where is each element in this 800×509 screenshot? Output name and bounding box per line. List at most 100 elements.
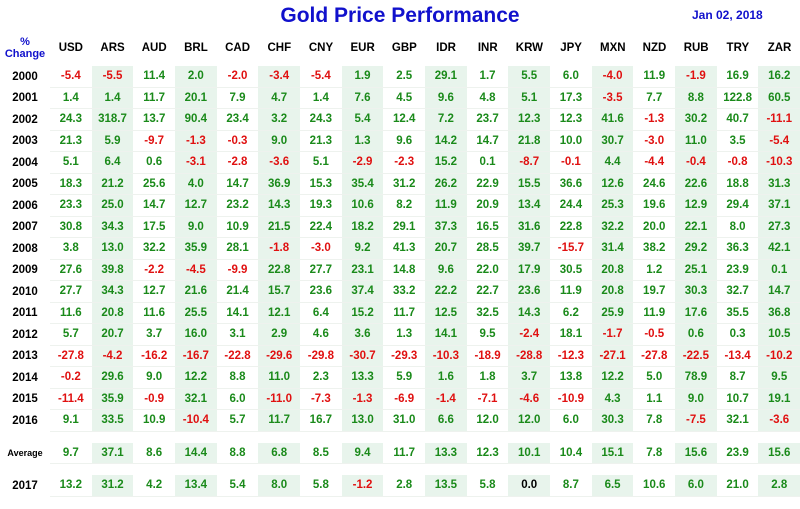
value-cell-cad: 14.7 (216, 174, 259, 195)
value-cell-ars: 6.4 (91, 152, 134, 174)
value-cell-nzd: -27.8 (633, 346, 676, 367)
value-cell-eur: 13.0 (341, 410, 384, 432)
value-cell-idr: 9.6 (425, 87, 467, 109)
table-header-row: % Change USD ARS AUD BRL CAD CHF CNY EUR GBP IDR I… (0, 30, 800, 66)
value-cell-rub: 15.6 (675, 442, 717, 464)
value-cell-ars: 20.8 (91, 302, 134, 324)
value-cell-mxn: 30.3 (591, 410, 634, 432)
value-cell-nzd: 7.8 (633, 443, 676, 464)
value-cell-cad: 21.4 (216, 281, 259, 303)
value-cell-rub: -0.4 (675, 152, 717, 174)
value-cell-mxn: 4.3 (591, 388, 634, 410)
value-cell-inr: -18.9 (466, 346, 509, 367)
value-cell-idr: 11.9 (425, 195, 467, 217)
value-cell-ars: 37.1 (91, 442, 134, 464)
row-label: 2013 (12, 350, 38, 363)
value-cell-rub: -22.5 (675, 345, 717, 367)
value-cell-brl: -10.4 (175, 410, 217, 432)
row-label: 2015 (12, 393, 38, 406)
value-cell-zar: 0.1 (758, 259, 800, 281)
row-label: 2009 (12, 264, 38, 277)
value-cell-gbp: 5.9 (383, 367, 426, 389)
performance-table: % Change USD ARS AUD BRL CAD CHF CNY EUR GBP IDR I… (0, 30, 800, 497)
value-cell-cad: 23.2 (216, 195, 259, 217)
value-cell-krw: 39.7 (508, 238, 551, 260)
value-cell-inr: 32.5 (466, 303, 509, 324)
value-cell-mxn: 20.8 (591, 281, 634, 303)
value-cell-gbp: 11.7 (383, 443, 426, 464)
value-cell-inr: 0.1 (466, 152, 509, 174)
value-cell-brl: -4.5 (175, 259, 217, 281)
value-cell-zar: 14.7 (758, 281, 800, 303)
value-cell-nzd: 1.1 (633, 389, 676, 410)
column-header-eur: EUR (350, 42, 375, 54)
value-cell-aud: 0.6 (133, 152, 176, 174)
value-cell-try: 8.0 (716, 217, 759, 238)
value-cell-usd: 5.7 (50, 324, 92, 346)
value-cell-brl: -16.7 (175, 345, 217, 367)
value-cell-usd: 21.3 (50, 131, 92, 152)
value-cell-mxn: 32.2 (591, 216, 634, 238)
value-cell-eur: 5.4 (341, 109, 384, 131)
value-cell-usd: 5.1 (50, 152, 92, 174)
value-cell-zar: 31.3 (758, 173, 800, 195)
value-cell-gbp: 41.3 (383, 238, 426, 260)
year-row: 2012 5.7 20.7 3.7 16.0 3.1 2.9 4.6 3.6 1.3 14.1 9.5… (0, 324, 800, 346)
value-cell-ars: 34.3 (91, 281, 134, 303)
year-2017-row: 2017 13.2 31.2 4.2 13.4 5.4 8.0 5.8 -1.2 2.8 13.5 5… (0, 475, 800, 497)
value-cell-cad: 14.1 (216, 303, 259, 324)
value-cell-chf: 12.1 (258, 302, 301, 324)
row-label: 2008 (12, 242, 38, 255)
value-cell-chf: -3.4 (258, 66, 301, 88)
value-cell-aud: 3.7 (133, 324, 176, 346)
value-cell-brl: 2.0 (175, 66, 217, 88)
value-cell-eur: 7.6 (341, 87, 384, 109)
value-cell-cny: 4.6 (300, 324, 342, 346)
value-cell-jpy: -10.9 (550, 389, 592, 410)
value-cell-cad: -2.8 (216, 152, 259, 174)
value-cell-krw: 13.4 (508, 195, 551, 217)
value-cell-rub: 30.3 (675, 281, 717, 303)
value-cell-idr: 22.2 (425, 281, 467, 303)
value-cell-usd: 24.3 (50, 109, 92, 131)
value-cell-brl: 21.6 (175, 281, 217, 303)
value-cell-cny: 5.1 (300, 152, 342, 174)
value-cell-inr: 22.9 (466, 174, 509, 195)
value-cell-chf: 15.7 (258, 281, 301, 303)
value-cell-usd: 27.6 (50, 260, 92, 281)
year-row: 2003 21.3 5.9 -9.7 -1.3 -0.3 9.0 21.3 1.3 9.6 14.2… (0, 130, 800, 152)
column-header-idr: IDR (436, 42, 456, 54)
value-cell-idr: 14.2 (425, 130, 467, 152)
value-cell-chf: -3.6 (258, 152, 301, 174)
value-cell-rub: 17.6 (675, 302, 717, 324)
value-cell-idr: 37.3 (425, 216, 467, 238)
value-cell-ars: 39.8 (91, 259, 134, 281)
value-cell-chf: -1.8 (258, 238, 301, 260)
value-cell-aud: -16.2 (133, 346, 176, 367)
value-cell-idr: -10.3 (425, 345, 467, 367)
value-cell-rub: 11.0 (675, 130, 717, 152)
column-header-rub: RUB (683, 42, 709, 54)
value-cell-idr: 14.1 (425, 324, 467, 346)
value-cell-eur: 9.4 (341, 442, 384, 464)
value-cell-krw: -2.4 (508, 324, 551, 346)
value-cell-cny: 21.3 (300, 131, 342, 152)
value-cell-usd: 9.1 (50, 410, 92, 432)
value-cell-aud: -2.2 (133, 260, 176, 281)
value-cell-inr: 16.5 (466, 217, 509, 238)
value-cell-aud: 9.0 (133, 367, 176, 389)
value-cell-nzd: -3.0 (633, 131, 676, 152)
value-cell-try: 21.0 (716, 475, 759, 497)
value-cell-aud: 11.7 (133, 88, 176, 109)
value-cell-nzd: 11.9 (633, 66, 676, 88)
value-cell-zar: -3.6 (758, 410, 800, 432)
value-cell-cad: -0.3 (216, 131, 259, 152)
value-cell-rub: 78.9 (675, 367, 717, 389)
section-spacer (0, 432, 800, 443)
change-label: Change (4, 48, 46, 60)
value-cell-jpy: 12.3 (550, 109, 592, 131)
value-cell-zar: -5.4 (758, 130, 800, 152)
value-cell-jpy: 10.0 (550, 131, 592, 152)
value-cell-eur: 15.2 (341, 302, 384, 324)
value-cell-mxn: 12.6 (591, 173, 634, 195)
